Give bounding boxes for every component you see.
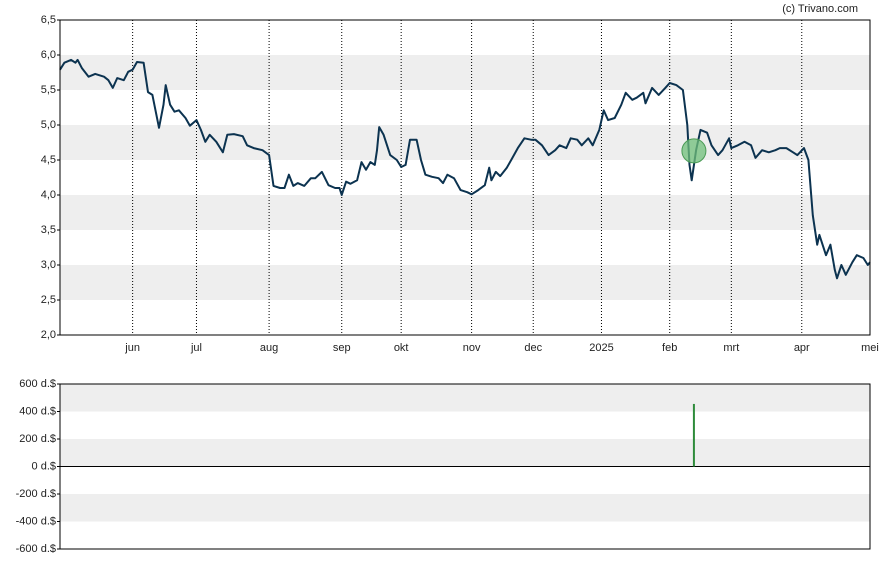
band — [60, 55, 870, 90]
x-tick-label: nov — [463, 342, 481, 354]
x-tick-label: dec — [524, 342, 542, 354]
y-tick-label: 6,0 — [41, 49, 56, 61]
x-tick-label: jun — [124, 342, 140, 354]
x-tick-label: apr — [794, 342, 810, 354]
y-tick-label: -200 d.$ — [16, 488, 56, 500]
highlight-marker — [681, 138, 707, 164]
x-tick-label: okt — [394, 342, 409, 354]
plot-frame — [59, 383, 871, 550]
band — [60, 125, 870, 160]
x-tick-label: sep — [333, 342, 351, 354]
y-tick-label: 5,5 — [41, 84, 56, 96]
y-tick-label: 2,5 — [41, 294, 56, 306]
x-tick-label: feb — [662, 342, 677, 354]
y-tick-label: 4,5 — [41, 154, 56, 166]
y-tick-label: 6,5 — [41, 14, 56, 26]
price-line — [59, 58, 871, 280]
band — [60, 439, 870, 467]
y-tick-label: -600 d.$ — [16, 543, 56, 555]
y-tick-label: 200 d.$ — [19, 433, 56, 445]
y-tick-label: 400 d.$ — [19, 405, 56, 417]
band — [60, 265, 870, 300]
y-tick-label: 2,0 — [41, 329, 56, 341]
y-tick-label: 4,0 — [41, 189, 56, 201]
y-tick-label: 5,0 — [41, 119, 56, 131]
y-tick-label: 600 d.$ — [19, 378, 56, 390]
y-tick-label: 3,0 — [41, 259, 56, 271]
x-tick-label: aug — [260, 342, 278, 354]
y-tick-label: 0 d.$ — [32, 460, 56, 472]
band — [60, 384, 870, 412]
x-tick-label: 2025 — [589, 342, 613, 354]
y-tick-label: 3,5 — [41, 224, 56, 236]
bar — [692, 403, 695, 467]
plot-frame — [59, 19, 871, 336]
x-tick-label: mrt — [723, 342, 739, 354]
x-tick-label: mei — [861, 342, 879, 354]
band — [60, 195, 870, 230]
band — [60, 494, 870, 522]
y-tick-label: -400 d.$ — [16, 515, 56, 527]
x-tick-label: jul — [190, 342, 202, 354]
credit: (c) Trivano.com — [782, 3, 858, 15]
